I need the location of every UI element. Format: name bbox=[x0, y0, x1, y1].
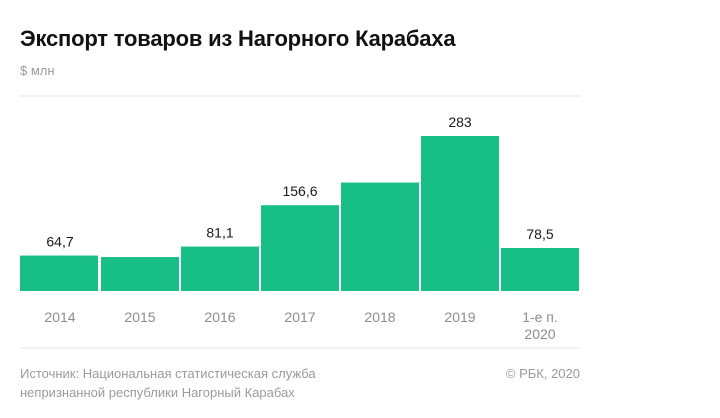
bar-2014 bbox=[20, 255, 98, 291]
bar-2018 bbox=[341, 182, 419, 291]
x-tick-label: 2016 bbox=[204, 309, 235, 325]
bar-2015 bbox=[101, 257, 179, 291]
x-tick-label: 2014 bbox=[44, 309, 75, 325]
value-label: 78,5 bbox=[526, 226, 553, 242]
x-tick-label: 2020 bbox=[524, 326, 555, 342]
value-label: 81,1 bbox=[206, 225, 233, 241]
bars bbox=[20, 136, 579, 291]
source-note: Источник: Национальная статистическая сл… bbox=[20, 364, 316, 402]
gridlines bbox=[20, 95, 580, 349]
bar-2019 bbox=[421, 136, 499, 291]
x-tick-label: 1-е п. bbox=[522, 309, 558, 325]
x-tick-label: 2017 bbox=[284, 309, 315, 325]
x-tick-label: 2018 bbox=[364, 309, 395, 325]
source-line-2: непризнанной республики Нагорный Карабах bbox=[20, 385, 295, 400]
value-label: 156,6 bbox=[282, 183, 317, 199]
value-labels: 64,7 81,1 156,6 283 78,5 bbox=[46, 114, 553, 250]
unit-label: $ млн bbox=[20, 63, 55, 78]
source-line-1: Источник: Национальная статистическая сл… bbox=[20, 366, 316, 381]
credit: © РБК, 2020 bbox=[505, 366, 580, 381]
x-tick-label: 2019 bbox=[444, 309, 475, 325]
bar-2017 bbox=[261, 205, 339, 291]
category-labels: 2014 2015 2016 2017 2018 2019 1-е п.2020 bbox=[44, 309, 557, 342]
bar-2016 bbox=[181, 246, 259, 291]
bar-1-2020 bbox=[501, 248, 579, 291]
chart-title: Экспорт товаров из Нагорного Карабаха bbox=[20, 26, 456, 51]
value-label: 64,7 bbox=[46, 234, 73, 250]
value-label: 283 bbox=[448, 114, 472, 130]
x-tick-label: 2015 bbox=[124, 309, 155, 325]
